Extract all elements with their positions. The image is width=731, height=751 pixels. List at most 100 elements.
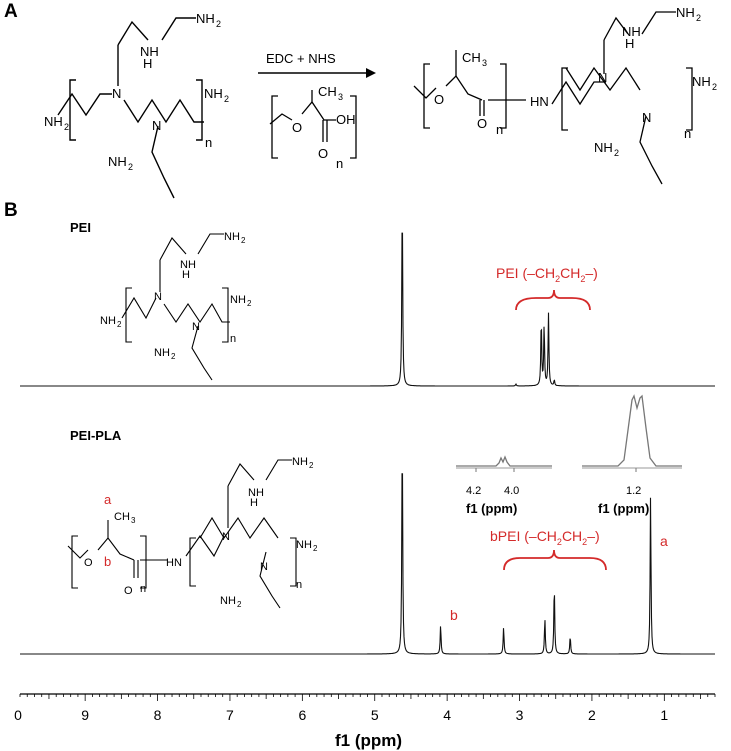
svg-text:CH: CH (462, 50, 481, 65)
pei-structure-b (121, 233, 230, 381)
pei-spectrum-label: PEI (70, 220, 91, 235)
reactant-pla-structure (269, 90, 357, 159)
svg-text:NH: NH (140, 44, 159, 59)
svg-text:NH: NH (44, 114, 63, 129)
svg-text:HN: HN (166, 557, 182, 569)
svg-text:NH: NH (296, 539, 312, 551)
pei-pla-spectrum-label: PEI-PLA (70, 428, 122, 443)
svg-text:3: 3 (338, 92, 343, 102)
svg-text:O: O (434, 92, 444, 107)
svg-text:O: O (318, 146, 328, 161)
svg-text:n: n (496, 122, 503, 137)
reactant-pei-structure (57, 17, 204, 199)
svg-text:2: 2 (614, 148, 619, 158)
svg-text:2: 2 (313, 544, 318, 553)
svg-text:3: 3 (482, 58, 487, 68)
x-tick-label: 9 (81, 707, 89, 723)
svg-text:CH: CH (114, 511, 130, 523)
svg-text:NH: NH (230, 294, 246, 306)
product-labels: CH 3 O O n HN N N NH H NH 2 NH 2 NH 2 n (434, 5, 717, 158)
svg-text:2: 2 (64, 122, 69, 132)
reagents-label: EDC + NHS (266, 51, 336, 66)
svg-text:NH: NH (248, 487, 264, 499)
svg-text:2: 2 (241, 236, 246, 245)
svg-text:NH: NH (154, 347, 170, 359)
product-structure (413, 11, 693, 185)
x-tick-label: 4 (443, 707, 451, 723)
svg-text:NH: NH (594, 140, 613, 155)
x-tick-label: 1 (660, 707, 668, 723)
svg-text:4.2: 4.2 (466, 485, 481, 497)
x-tick-label: 2 (588, 707, 596, 723)
x-tick-label: 7 (226, 707, 234, 723)
svg-text:n: n (684, 126, 691, 141)
svg-text:NH: NH (622, 24, 641, 39)
svg-text:n: n (230, 333, 236, 345)
svg-text:4.0: 4.0 (504, 485, 519, 497)
svg-text:f1 (ppm): f1 (ppm) (466, 501, 517, 516)
svg-text:NH: NH (224, 231, 240, 243)
svg-text:NH: NH (692, 74, 711, 89)
peak-label-a: a (660, 533, 668, 549)
svg-text:PEI (–CH2CH2–): PEI (–CH2CH2–) (496, 265, 598, 284)
svg-text:N: N (260, 561, 268, 573)
svg-text:n: n (140, 583, 146, 595)
svg-text:N: N (598, 70, 607, 85)
svg-text:N: N (112, 86, 121, 101)
x-tick-label: 3 (516, 707, 524, 723)
svg-text:O: O (124, 585, 133, 597)
svg-text:n: n (296, 579, 302, 591)
svg-text:NH: NH (220, 595, 236, 607)
svg-text:2: 2 (128, 162, 133, 172)
svg-text:2: 2 (309, 461, 314, 470)
reactant-pei-labels: N N NH H NH 2 NH 2 NH 2 NH 2 n (44, 11, 229, 172)
panel-a-letter: A (4, 1, 18, 22)
svg-text:2: 2 (696, 13, 701, 23)
svg-text:CH: CH (318, 84, 337, 99)
spectrum-line-pei (20, 232, 715, 387)
svg-text:2: 2 (117, 320, 122, 329)
pei-pla-structure-b (67, 459, 297, 609)
pei-pla-structure-b-labels: a b CH 3 O O n HN N N NH H NH 2 NH 2 NH … (84, 456, 318, 609)
peak-label-b: b (450, 607, 458, 623)
reactant-pla-labels: CH 3 O OH O n (292, 84, 356, 171)
svg-text:2: 2 (712, 82, 717, 92)
x-tick-label: 6 (298, 707, 306, 723)
svg-text:2: 2 (237, 600, 242, 609)
svg-text:OH: OH (336, 112, 356, 127)
svg-text:NH: NH (180, 259, 196, 271)
svg-text:H: H (143, 56, 152, 71)
svg-text:H: H (625, 36, 634, 51)
svg-text:H: H (182, 269, 190, 281)
x-axis: 0 9 8 7 6 5 4 3 2 1 (14, 693, 716, 723)
svg-text:NH: NH (676, 5, 695, 20)
panel-b-letter: B (4, 200, 18, 221)
svg-text:2: 2 (224, 94, 229, 104)
svg-text:2: 2 (247, 299, 252, 308)
pei-bracket-annotation: PEI (–CH2CH2–) (496, 265, 598, 311)
svg-text:N: N (222, 531, 230, 543)
pei-structure-b-labels: N N NH H NH 2 NH 2 NH 2 NH 2 n (100, 231, 252, 361)
svg-text:NH: NH (108, 154, 127, 169)
spectrum-line-pei-pla (20, 473, 715, 655)
svg-text:O: O (292, 120, 302, 135)
x-tick-label: 5 (371, 707, 379, 723)
svg-text:bPEI (–CH2CH2–): bPEI (–CH2CH2–) (490, 528, 600, 547)
svg-text:NH: NH (196, 11, 215, 26)
svg-text:2: 2 (171, 352, 176, 361)
svg-text:N: N (154, 291, 162, 303)
svg-text:N: N (642, 110, 651, 125)
svg-text:N: N (192, 321, 200, 333)
svg-text:n: n (336, 156, 343, 171)
x-tick-label: 8 (154, 707, 162, 723)
x-axis-title: f1 (ppm) (335, 731, 402, 750)
svg-text:H: H (250, 497, 258, 509)
struct-label-a: a (104, 492, 112, 507)
reaction-arrow: EDC + NHS (258, 51, 376, 78)
bpei-bracket-annotation: bPEI (–CH2CH2–) (490, 528, 607, 571)
svg-text:3: 3 (131, 516, 136, 525)
svg-text:NH: NH (204, 86, 223, 101)
svg-text:N: N (152, 118, 161, 133)
svg-text:NH: NH (100, 315, 116, 327)
